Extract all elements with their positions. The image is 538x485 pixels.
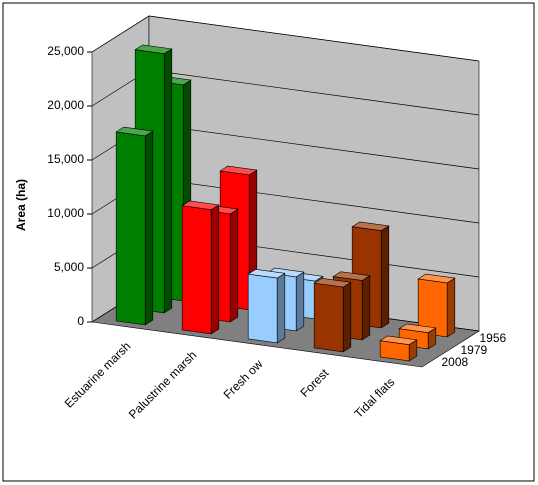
bar-top	[115, 126, 154, 137]
bar-top	[181, 200, 220, 210]
bar-side	[210, 204, 220, 335]
bar-top	[134, 44, 173, 54]
y-tick-label: 10,000	[47, 206, 84, 220]
y-tick-label: 25,000	[47, 44, 84, 58]
bar-top	[379, 335, 418, 345]
bar-side	[361, 275, 371, 341]
bar-front	[181, 205, 212, 335]
series-label: 2008	[442, 355, 469, 369]
bar	[115, 126, 154, 326]
bar	[313, 278, 352, 353]
y-axis-title: Area (ha)	[14, 179, 28, 231]
bar-side	[276, 272, 286, 344]
bar	[379, 335, 418, 362]
bar	[417, 273, 456, 338]
bar-side	[446, 277, 456, 338]
bar	[181, 200, 220, 335]
bar-side	[163, 48, 173, 314]
bar-front	[115, 131, 146, 326]
bar-top	[351, 221, 390, 231]
grid-line	[91, 15, 480, 62]
bar-front	[313, 282, 344, 353]
bar-side	[229, 208, 239, 323]
bar-top	[247, 269, 286, 279]
y-tick-label: 5,000	[54, 260, 84, 274]
bar-top	[313, 278, 352, 288]
bar-top	[398, 323, 437, 333]
bar-front	[247, 273, 278, 344]
bar-top	[332, 271, 371, 281]
bar-side	[144, 130, 154, 326]
bar-side	[295, 271, 305, 332]
bar-side	[342, 281, 352, 353]
y-tick-label: 20,000	[47, 98, 84, 112]
bar-top	[417, 273, 456, 284]
bar	[247, 269, 286, 344]
y-tick-label: 15,000	[47, 152, 84, 166]
y-tick-label: 0	[77, 314, 84, 328]
bar-side	[380, 225, 390, 329]
bar-top	[219, 165, 258, 176]
series-label: 1979	[461, 343, 488, 357]
bar-top	[266, 267, 305, 278]
series-label: 1956	[480, 331, 507, 345]
